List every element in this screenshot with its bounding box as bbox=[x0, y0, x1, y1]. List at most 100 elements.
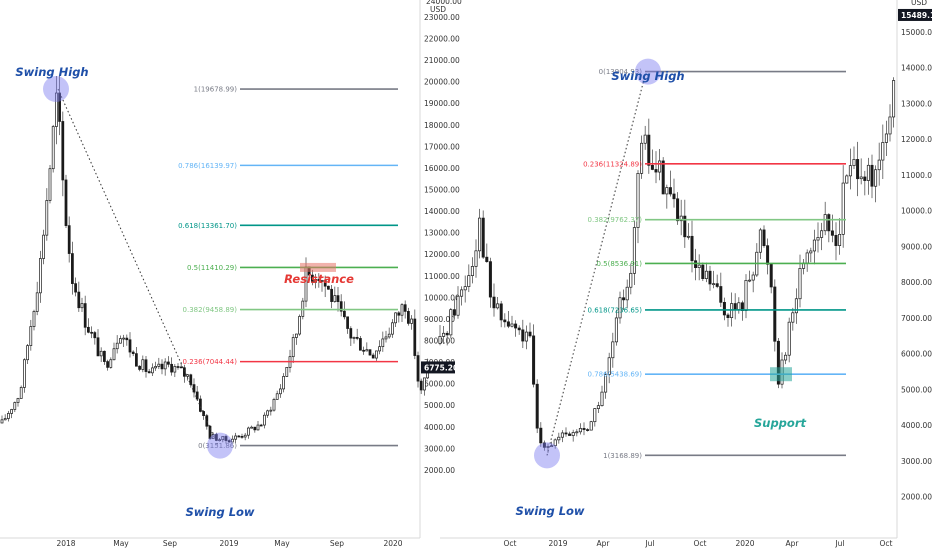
candle bbox=[514, 320, 518, 337]
candle bbox=[32, 309, 36, 331]
candle bbox=[449, 307, 453, 339]
support-zone bbox=[770, 367, 792, 382]
candle bbox=[61, 111, 65, 197]
y-tick-label: 13000.00 bbox=[901, 99, 932, 108]
candle-body bbox=[798, 268, 802, 300]
y-tick-label: 15000.00 bbox=[424, 185, 460, 194]
candle-body bbox=[636, 173, 640, 228]
candle bbox=[247, 426, 250, 439]
candle-body bbox=[410, 318, 413, 324]
candle-body bbox=[413, 318, 417, 356]
candle-body bbox=[474, 250, 478, 267]
candle bbox=[253, 426, 257, 433]
candle-body bbox=[109, 359, 113, 368]
candle-body bbox=[679, 215, 683, 222]
candle bbox=[48, 165, 52, 204]
y-tick-label: 6000.00 bbox=[424, 380, 455, 389]
fib-level-label: 0(13904.93) bbox=[599, 68, 643, 76]
candle-body bbox=[384, 336, 388, 340]
candle-body bbox=[776, 340, 780, 385]
candle-body bbox=[61, 121, 65, 181]
candle bbox=[496, 297, 500, 310]
y-tick-label: 8000.00 bbox=[901, 278, 932, 287]
candle bbox=[679, 199, 683, 236]
x-tick-label: Apr bbox=[786, 539, 800, 548]
candle bbox=[658, 149, 662, 181]
candle-body bbox=[167, 361, 170, 365]
candle bbox=[622, 289, 626, 311]
candle bbox=[632, 220, 636, 286]
x-tick-label: Oct bbox=[504, 539, 517, 548]
candle bbox=[596, 401, 600, 414]
candle-body bbox=[397, 312, 401, 316]
candle bbox=[697, 254, 701, 281]
candle bbox=[250, 425, 253, 429]
candle-body bbox=[256, 424, 260, 431]
candle-body bbox=[658, 160, 662, 173]
candle bbox=[151, 363, 154, 376]
candle-body bbox=[712, 283, 716, 286]
candle-body bbox=[163, 361, 167, 370]
candle-body bbox=[521, 329, 525, 342]
candle-body bbox=[452, 309, 456, 316]
candle-body bbox=[467, 275, 471, 287]
candle bbox=[176, 363, 180, 370]
candle-body bbox=[122, 337, 125, 340]
candle bbox=[234, 432, 237, 443]
candle bbox=[394, 312, 397, 328]
candle-body bbox=[154, 366, 157, 369]
y-tick-label: 2000.00 bbox=[424, 466, 455, 475]
fib-level-label: 0.236(11324.89) bbox=[583, 160, 642, 168]
candle bbox=[683, 199, 687, 248]
candle bbox=[16, 397, 20, 407]
x-tick-label: 2020 bbox=[735, 539, 754, 548]
candle-body bbox=[852, 159, 856, 167]
candle bbox=[528, 322, 532, 338]
candle bbox=[51, 124, 55, 173]
candle bbox=[96, 329, 100, 357]
candle-body bbox=[859, 176, 863, 180]
candle bbox=[668, 170, 672, 197]
candle bbox=[384, 330, 388, 343]
candle-body bbox=[423, 377, 426, 391]
candle-body bbox=[80, 303, 84, 309]
x-tick-label: Sep bbox=[163, 539, 177, 548]
candle bbox=[600, 385, 604, 407]
y-tick-label: 16000.00 bbox=[424, 164, 460, 173]
swing-high-marker bbox=[43, 76, 69, 103]
candle-body bbox=[503, 319, 507, 323]
candle-body bbox=[654, 169, 658, 173]
candle bbox=[712, 270, 716, 289]
candle-body bbox=[327, 285, 330, 290]
candle bbox=[419, 378, 423, 395]
candle-body bbox=[539, 427, 543, 444]
candle bbox=[629, 263, 633, 295]
candle bbox=[456, 286, 460, 319]
candle-body bbox=[115, 342, 119, 350]
candle-body bbox=[96, 337, 100, 357]
candle-body bbox=[141, 359, 145, 370]
candle-body bbox=[791, 312, 795, 323]
candle-body bbox=[647, 134, 651, 166]
candle-body bbox=[35, 292, 39, 312]
candle-body bbox=[643, 134, 647, 144]
candle bbox=[618, 291, 622, 324]
support-label: Support bbox=[754, 416, 807, 430]
candle bbox=[119, 335, 122, 344]
candle bbox=[870, 154, 874, 199]
candle bbox=[686, 223, 690, 240]
candle-body bbox=[215, 434, 218, 441]
candle bbox=[29, 319, 33, 351]
candle bbox=[647, 118, 651, 174]
candle-body bbox=[13, 402, 17, 410]
candle-body bbox=[221, 436, 225, 441]
candle bbox=[571, 429, 575, 442]
candle bbox=[802, 258, 806, 275]
candle-body bbox=[282, 376, 285, 390]
candle bbox=[259, 423, 263, 427]
x-tick-label: May bbox=[113, 539, 129, 548]
swing-high-marker bbox=[635, 58, 661, 85]
candle bbox=[224, 434, 228, 444]
candle bbox=[478, 208, 482, 259]
